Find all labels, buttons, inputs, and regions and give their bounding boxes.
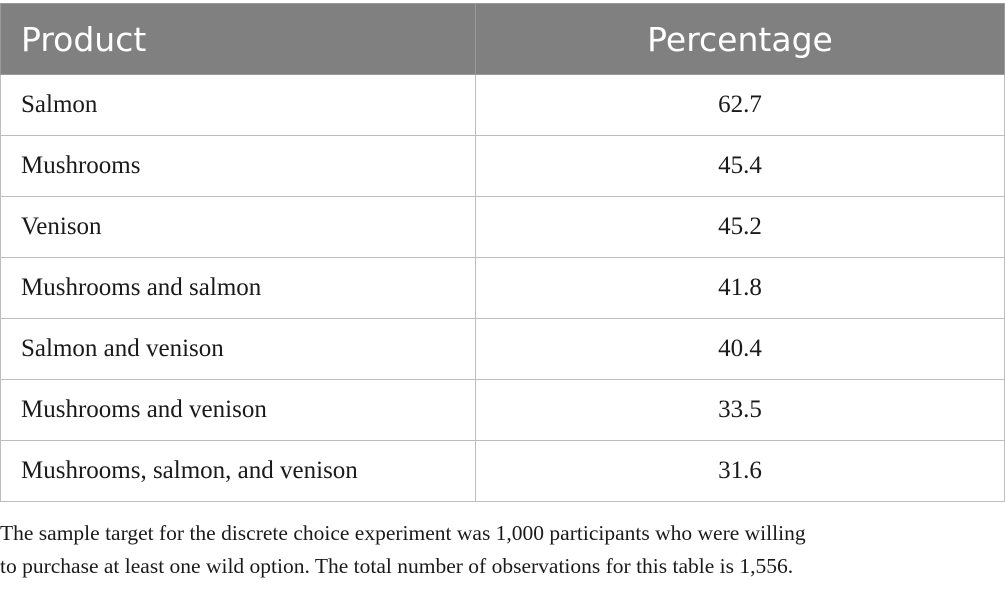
percentage-cell: 45.2 [475,196,1005,258]
table-row: Salmon 62.7 [0,74,1005,136]
percentage-cell: 40.4 [475,318,1005,380]
header-percentage: Percentage [475,3,1005,75]
product-percentage-table: Product Percentage Salmon 62.7 Mushrooms… [0,3,1005,502]
product-cell: Mushrooms and salmon [0,257,476,319]
product-cell: Venison [0,196,476,258]
table-row: Mushrooms and salmon 41.8 [0,257,1005,319]
header-row: Product Percentage [0,3,1005,75]
table-row: Venison 45.2 [0,196,1005,258]
table-row: Mushrooms 45.4 [0,135,1005,197]
percentage-cell: 33.5 [475,379,1005,441]
table-row: Mushrooms and venison 33.5 [0,379,1005,441]
footnote-line: The sample target for the discrete choic… [0,521,806,545]
header-product: Product [0,3,476,75]
percentage-cell: 41.8 [475,257,1005,319]
data-table-container: Product Percentage Salmon 62.7 Mushrooms… [0,3,1005,502]
product-cell: Mushrooms and venison [0,379,476,441]
product-cell: Salmon and venison [0,318,476,380]
table-row: Mushrooms, salmon, and venison 31.6 [0,440,1005,502]
percentage-cell: 62.7 [475,74,1005,136]
table-body: Salmon 62.7 Mushrooms 45.4 Venison 45.2 … [0,74,1005,502]
percentage-cell: 45.4 [475,135,1005,197]
table-header: Product Percentage [0,3,1005,75]
product-cell: Salmon [0,74,476,136]
percentage-cell: 31.6 [475,440,1005,502]
table-footnote: The sample target for the discrete choic… [0,517,1005,583]
product-cell: Mushrooms, salmon, and venison [0,440,476,502]
footnote-line: to purchase at least one wild option. Th… [0,554,794,578]
table-row: Salmon and venison 40.4 [0,318,1005,380]
product-cell: Mushrooms [0,135,476,197]
